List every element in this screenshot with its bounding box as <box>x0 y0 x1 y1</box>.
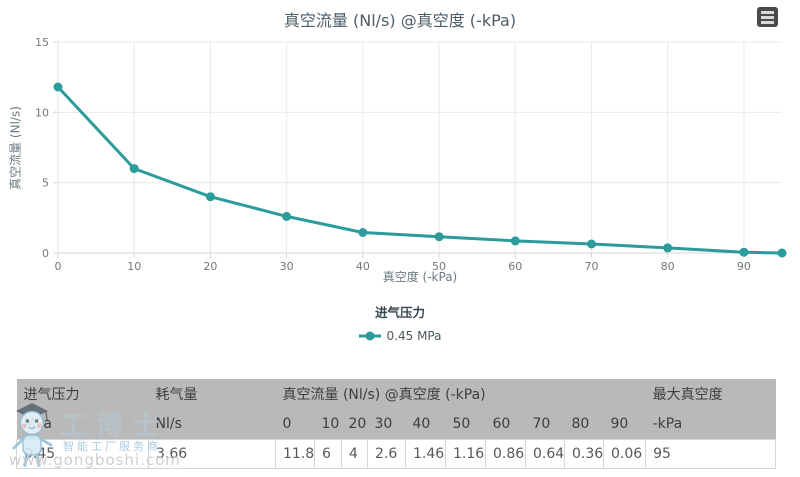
unit-cell: 80 <box>564 409 604 440</box>
value-cell: 95 <box>645 439 777 469</box>
value-cell: 0.36 <box>564 439 604 469</box>
svg-text:10: 10 <box>127 260 141 273</box>
table-unit-header-row: MPa Nl/s 0 10 20 30 40 50 60 70 80 90 -k… <box>16 409 776 440</box>
y-axis-title: 真空流量 (Nl/s) <box>8 106 23 190</box>
value-cell: 0.64 <box>525 439 565 469</box>
unit-cell: 40 <box>405 409 446 440</box>
value-cell: 6 <box>314 439 342 469</box>
value-cell: 0.86 <box>485 439 526 469</box>
svg-text:10: 10 <box>35 106 49 119</box>
legend-title: 进气压力 <box>374 305 425 320</box>
col-header-air-consumption: 耗气量 <box>148 379 276 409</box>
spec-table: 进气压力 耗气量 真空流量 (Nl/s) @真空度 (-kPa) 最大真空度 M… <box>16 379 777 469</box>
value-cell: 11.8 <box>275 439 315 469</box>
chart-title: 真空流量 (Nl/s) @真空度 (-kPa) <box>283 11 517 30</box>
value-cell: 4 <box>341 439 368 469</box>
svg-text:15: 15 <box>35 36 49 49</box>
unit-cell: 70 <box>525 409 565 440</box>
value-cell: 1.46 <box>405 439 446 469</box>
col-header-max-vacuum: 最大真空度 <box>645 379 776 409</box>
chart-legend: 进气压力 0.45 MPa <box>0 302 800 343</box>
legend-item[interactable]: 0.45 MPa <box>358 329 442 343</box>
value-cell: 0.06 <box>602 439 647 469</box>
legend-item-label: 0.45 MPa <box>386 329 442 343</box>
svg-text:40: 40 <box>356 260 370 273</box>
svg-text:90: 90 <box>737 260 751 273</box>
unit-cell: 0 <box>275 409 315 440</box>
col-header-inlet-pressure: 进气压力 <box>16 379 149 409</box>
unit-cell: 50 <box>445 409 486 440</box>
value-cell: 1.16 <box>445 439 486 469</box>
value-cell: 0.45 <box>16 439 149 469</box>
unit-cell: 60 <box>485 409 526 440</box>
chart-header: 真空流量 (Nl/s) @真空度 (-kPa) <box>0 0 800 30</box>
flow-chart-svg[interactable]: 0 5 10 15 0 10 20 30 40 50 60 70 80 90 真空度 (-kPa) <box>0 30 800 298</box>
hamburger-menu-icon[interactable] <box>757 7 778 27</box>
value-cell: 3.66 <box>148 439 276 469</box>
unit-cell: 10 <box>314 409 342 440</box>
unit-cell: 30 <box>367 409 406 440</box>
unit-cell: 20 <box>341 409 368 440</box>
table-row: 0.45 3.66 11.8 6 4 2.6 1.46 1.16 0.86 0.… <box>16 439 777 469</box>
svg-text:80: 80 <box>661 260 675 273</box>
svg-text:20: 20 <box>203 260 217 273</box>
series-line-dot-marker-icon <box>358 331 381 341</box>
svg-text:0: 0 <box>55 260 62 273</box>
unit-cell: MPa <box>16 409 149 440</box>
table-group-header-row: 进气压力 耗气量 真空流量 (Nl/s) @真空度 (-kPa) 最大真空度 <box>16 379 776 409</box>
unit-cell: 90 <box>603 409 646 440</box>
col-header-vacuum-flow: 真空流量 (Nl/s) @真空度 (-kPa) <box>275 379 646 409</box>
unit-cell: -kPa <box>645 409 776 440</box>
svg-text:5: 5 <box>42 177 49 190</box>
svg-text:0: 0 <box>42 247 49 260</box>
svg-text:60: 60 <box>508 260 522 273</box>
svg-text:真空度 (-kPa): 真空度 (-kPa) <box>383 269 458 284</box>
unit-cell: Nl/s <box>148 409 276 440</box>
svg-text:50: 50 <box>432 260 446 273</box>
svg-text:30: 30 <box>280 260 294 273</box>
svg-text:70: 70 <box>584 260 598 273</box>
value-cell: 2.6 <box>367 439 406 469</box>
